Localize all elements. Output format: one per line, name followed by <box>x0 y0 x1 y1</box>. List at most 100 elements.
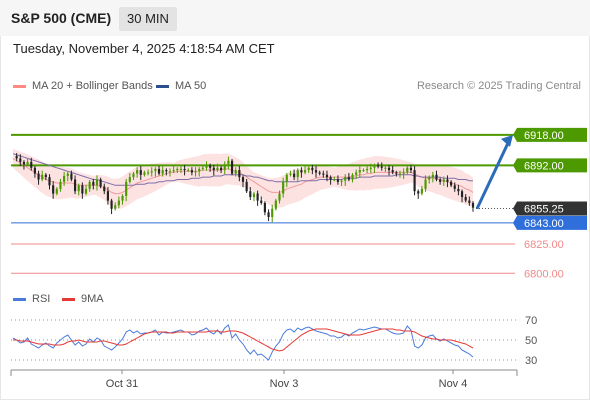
candle-body <box>172 170 175 172</box>
candle-body <box>88 181 91 189</box>
candle-body <box>453 185 456 189</box>
candle-body <box>285 174 288 182</box>
level-tag-6918.00 <box>513 127 587 142</box>
level-tag-6843.00 <box>513 215 587 230</box>
x-tick-label: Nov 4 <box>439 378 468 390</box>
candle-body <box>471 202 475 208</box>
candle-body <box>99 179 102 187</box>
candle-body <box>420 188 423 194</box>
candle-body <box>114 205 117 209</box>
candle-body <box>362 170 365 172</box>
candle-body <box>340 180 343 182</box>
candle-body <box>369 167 372 169</box>
candle-body <box>249 191 252 198</box>
candle-body <box>150 171 153 173</box>
candle-body <box>241 177 245 182</box>
candle-body <box>48 177 51 186</box>
rsi-tick-label: 30 <box>525 355 537 367</box>
candle-body <box>183 168 186 171</box>
legend-ma50: MA 50 <box>156 80 206 92</box>
candle-body <box>125 181 128 196</box>
candle-body <box>439 179 442 182</box>
rsi-tick-label: 50 <box>525 335 537 347</box>
candle-body <box>293 173 296 178</box>
legend-ma50-swatch <box>156 84 169 88</box>
candle-body <box>55 188 58 194</box>
candle-body <box>81 185 84 194</box>
candle-body <box>230 160 234 174</box>
candle-body <box>391 170 394 173</box>
candle-body <box>30 161 33 168</box>
candle-body <box>216 167 219 171</box>
candle-body <box>460 191 464 198</box>
rsi-9ma-line <box>13 328 474 352</box>
candle-body <box>267 212 270 217</box>
candle-body <box>450 181 453 186</box>
candle-body <box>245 181 248 192</box>
level-tag-6855.25 <box>513 201 587 216</box>
candle-body <box>406 167 409 173</box>
level-label-6918.00: 6918.00 <box>524 130 564 142</box>
level-label-6800.00: 6800.00 <box>524 268 564 280</box>
legend-ma50-label: MA 50 <box>175 80 207 92</box>
candle-body <box>136 170 139 174</box>
candle-body <box>103 186 106 192</box>
candle-body <box>187 170 190 172</box>
candle-body <box>198 168 201 172</box>
candle-body <box>278 193 281 201</box>
candle-body <box>220 167 223 171</box>
candle-body <box>165 170 168 172</box>
candle-body <box>44 174 47 178</box>
candle-body <box>77 185 80 192</box>
candle-body <box>296 170 299 178</box>
datetime-label: Tuesday, November 4, 2025 4:18:54 AM CET <box>13 41 275 56</box>
rsi-tick-label: 70 <box>525 315 537 327</box>
candle-body <box>256 193 259 201</box>
candle-body <box>128 177 131 182</box>
level-label-6843.00: 6843.00 <box>524 218 564 230</box>
candle-body <box>95 179 99 186</box>
candle-body <box>209 165 212 168</box>
candle-body <box>201 167 204 169</box>
candle-body <box>289 173 292 175</box>
candle-body <box>92 181 95 186</box>
symbol-title: S&P 500 (CME) <box>11 10 112 26</box>
candle-body <box>146 172 150 174</box>
candle-body <box>274 200 277 209</box>
candle-body <box>325 174 329 178</box>
candle-body <box>333 179 336 181</box>
level-label-6892.00: 6892.00 <box>524 160 564 172</box>
candle-body <box>179 168 183 170</box>
candle-body <box>73 179 77 192</box>
candle-body <box>380 166 383 168</box>
candle-body <box>413 170 416 192</box>
candle-body <box>366 168 369 171</box>
candle-body <box>307 167 310 171</box>
legend-ma20-label: MA 20 + Bollinger Bands <box>32 80 153 92</box>
candle-body <box>409 167 413 171</box>
candle-body <box>205 165 208 168</box>
timeframe-button[interactable]: 30 MIN <box>119 7 177 31</box>
candle-body <box>300 170 303 173</box>
candle-body <box>22 161 26 165</box>
candle-body <box>373 165 376 168</box>
candles-group <box>15 153 475 223</box>
candle-body <box>322 173 325 175</box>
level-label-6825.00: 6825.00 <box>524 239 564 251</box>
projection-arrow-shaft <box>475 140 511 210</box>
candle-body <box>223 164 226 171</box>
candle-body <box>15 156 18 159</box>
candle-body <box>442 179 445 182</box>
candle-body <box>161 170 164 174</box>
candle-body <box>121 195 124 201</box>
candle-body <box>132 173 135 178</box>
x-tick-label: Oct 31 <box>106 378 138 390</box>
x-tick-label: Nov 3 <box>270 378 299 390</box>
research-credit: Research © 2025 Trading Central <box>416 80 581 92</box>
candle-body <box>446 179 449 182</box>
candle-body <box>387 167 391 171</box>
candle-body <box>468 200 471 203</box>
candle-body <box>424 179 427 189</box>
candle-body <box>384 167 387 169</box>
